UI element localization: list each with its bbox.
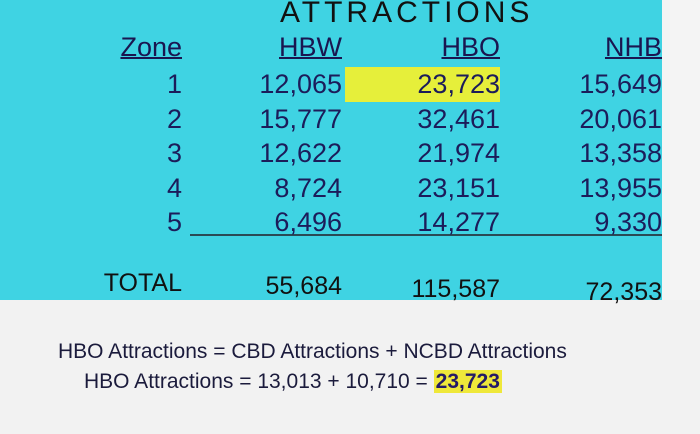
rule-line xyxy=(190,234,662,236)
table-cell: 12,065 xyxy=(259,69,342,99)
table-cell: 4 xyxy=(166,172,182,203)
table-cell: 13,358 xyxy=(579,138,662,168)
column-header: HBO xyxy=(441,32,500,62)
table-cell: 15,777 xyxy=(259,103,342,134)
table-cell: 15,649 xyxy=(579,69,662,99)
equation-result: 23,723 xyxy=(433,370,502,393)
table-cell: 14,277 xyxy=(417,207,500,237)
margin xyxy=(662,0,700,300)
table-cell: 9,330 xyxy=(594,207,662,237)
table-cell: 2 xyxy=(166,103,182,134)
equation: HBO Attractions = 13,013 + 10,710 = 23,7… xyxy=(84,370,502,394)
column-header: NHB xyxy=(604,32,662,62)
highlight xyxy=(345,67,500,102)
total-cell: TOTAL xyxy=(103,269,182,297)
equation: HBO Attractions = CBD Attractions + NCBD… xyxy=(58,340,567,363)
table-background xyxy=(0,0,662,300)
column-header: Zone xyxy=(120,32,182,62)
table-cell: 12,622 xyxy=(259,138,342,168)
table-cell: 23,723 xyxy=(417,69,500,99)
total-cell: 72,353 xyxy=(585,278,662,306)
table-cell: 8,724 xyxy=(274,172,342,203)
table-cell: 5 xyxy=(166,207,182,237)
column-header: HBW xyxy=(279,32,342,62)
table-cell: 13,955 xyxy=(579,172,662,203)
total-cell: 55,684 xyxy=(265,272,342,300)
table-cell: 32,461 xyxy=(417,103,500,134)
table-cell: 3 xyxy=(166,138,182,168)
table-cell: 21,974 xyxy=(417,138,500,168)
table-cell: 1 xyxy=(166,69,182,99)
table-title: ATTRACTIONS xyxy=(280,0,534,29)
equation-lhs: HBO Attractions = 13,013 + 10,710 = xyxy=(84,370,428,393)
table-cell: 6,496 xyxy=(274,207,342,237)
table-cell: 23,151 xyxy=(417,172,500,203)
total-cell: 115,587 xyxy=(411,275,500,303)
table-cell: 20,061 xyxy=(579,103,662,134)
